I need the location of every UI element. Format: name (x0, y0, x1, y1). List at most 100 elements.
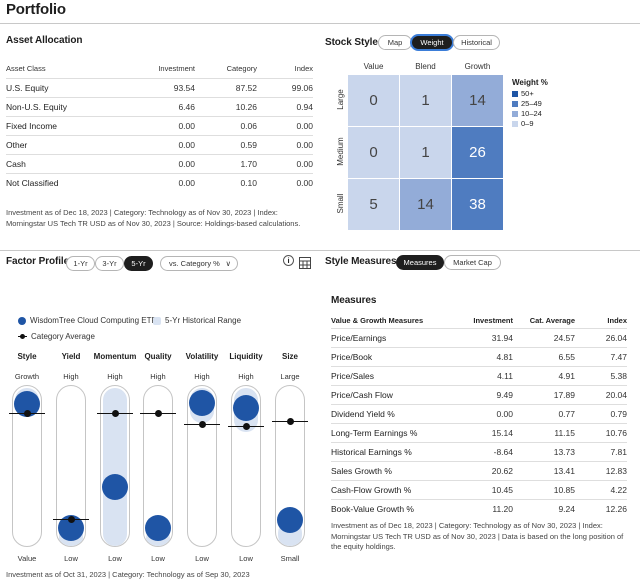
style-measures-title: Style Measures (325, 256, 397, 267)
stock-style-title: Stock Style (325, 37, 378, 48)
asset-class-cell: Other (6, 134, 126, 154)
measure-name-cell: Price/Sales (331, 365, 461, 385)
measure-value-cell: 4.11 (461, 365, 513, 385)
measure-name-cell: Historical Earnings % (331, 441, 461, 461)
measure-name-cell: Book-Value Growth % (331, 498, 461, 518)
asset-allocation-note: Investment as of Dec 18, 2023 | Category… (6, 208, 301, 228)
style-box-cell: 26 (452, 127, 503, 178)
weight-legend-label: 50+ (521, 89, 534, 98)
measure-value-cell: 15.14 (461, 422, 513, 442)
range-swatch-icon (153, 316, 161, 325)
factor-label: Quality (144, 352, 172, 361)
value-cell: 0.00 (126, 134, 195, 154)
factor-bottom-label: Low (239, 554, 253, 563)
mid-divider (0, 250, 640, 251)
value-cell: 0.94 (257, 96, 313, 116)
compare-select[interactable]: vs. Category % ∨ (160, 256, 238, 271)
measure-value-cell: 7.81 (575, 441, 627, 461)
style-box-cell: 5 (348, 179, 399, 230)
factor-top-label: Large (280, 372, 300, 381)
weight-legend-title: Weight % (512, 78, 548, 87)
measure-value-cell: 10.85 (513, 479, 575, 499)
style-row-header: Medium (336, 137, 345, 166)
category-average-marker (286, 418, 294, 426)
asset-class-cell: Not Classified (6, 172, 126, 192)
measure-value-cell: 20.62 (461, 460, 513, 480)
period-3yr[interactable]: 3-Yr (95, 256, 124, 271)
measure-name-cell: Dividend Yield % (331, 403, 461, 423)
measure-name-cell: Long-Term Earnings % (331, 422, 461, 442)
m-col-index: Index (607, 315, 627, 325)
fp-legend-range: 5-Yr Historical Range (153, 316, 241, 325)
tab-market-cap[interactable]: Market Cap (444, 255, 501, 270)
legend-swatch (512, 121, 518, 128)
fp-legend-fund-label: WisdomTree Cloud Computing ETF (30, 316, 157, 325)
value-cell: 0.06 (195, 115, 257, 135)
table-row: Dividend Yield % 0.00 0.77 0.79 (331, 403, 627, 423)
fp-legend-fund: WisdomTree Cloud Computing ETF (18, 316, 156, 325)
factor-bottom-label: Small (280, 554, 300, 563)
table-view-icon[interactable] (299, 256, 311, 269)
measure-value-cell: 13.41 (513, 460, 575, 480)
factor-label: Momentum (93, 352, 137, 361)
measure-name-cell: Sales Growth % (331, 460, 461, 480)
style-col-header: Value (363, 62, 384, 71)
weight-legend-item: 10–24 (512, 109, 548, 119)
tab-weight[interactable]: Weight (410, 34, 454, 51)
value-cell: 1.70 (195, 153, 257, 173)
category-average-marker (111, 410, 119, 418)
table-row: Price/Earnings 31.94 24.57 26.04 (331, 327, 627, 347)
style-row-header: Small (336, 193, 345, 214)
factor-top-label: High (194, 372, 210, 381)
legend-swatch (512, 111, 518, 118)
factor-bottom-label: Low (64, 554, 78, 563)
table-row: Historical Earnings % -8.64 13.73 7.81 (331, 441, 627, 461)
value-cell: 0.00 (126, 172, 195, 192)
style-box-cell: 1 (400, 127, 451, 178)
fund-marker (277, 507, 303, 534)
m-col-measure: Value & Growth Measures (331, 315, 424, 325)
measure-value-cell: 20.04 (575, 384, 627, 404)
factor-label: Volatility (185, 352, 219, 361)
tab-measures[interactable]: Measures (396, 255, 444, 270)
measure-value-cell: 7.47 (575, 346, 627, 366)
period-1yr[interactable]: 1-Yr (66, 256, 95, 271)
factor-bottom-label: Low (108, 554, 122, 563)
info-icon[interactable]: i (283, 255, 294, 266)
factor-top-label: High (238, 372, 254, 381)
value-cell: 0.59 (195, 134, 257, 154)
factor-bottom-label: Low (151, 554, 165, 563)
factor-label: Size (281, 352, 298, 361)
measure-name-cell: Price/Book (331, 346, 461, 366)
factor-track (100, 385, 130, 547)
measure-value-cell: 4.91 (513, 365, 575, 385)
weight-legend-item: 0–9 (512, 119, 548, 129)
category-average-marker (67, 515, 75, 523)
measure-name-cell: Cash-Flow Growth % (331, 479, 461, 499)
category-average-marker (154, 410, 162, 418)
measure-value-cell: 6.55 (513, 346, 575, 366)
factor-label: Yield (61, 352, 81, 361)
weight-legend-item: 25–49 (512, 99, 548, 109)
tab-map[interactable]: Map (378, 35, 412, 50)
measure-value-cell: 10.45 (461, 479, 513, 499)
measure-value-cell: 9.49 (461, 384, 513, 404)
measure-name-cell: Price/Cash Flow (331, 384, 461, 404)
fund-marker (102, 474, 128, 501)
measures-table-title: Measures (331, 295, 377, 306)
measures-table-wrap: Value & Growth Measures Investment Cat. … (331, 313, 627, 518)
style-measures-note: Investment as of Dec 18, 2023 | Category… (331, 521, 624, 551)
table-row: Book-Value Growth % 11.20 9.24 12.26 (331, 498, 627, 518)
table-row: Fixed Income 0.00 0.06 0.00 (6, 115, 313, 135)
aa-col-category: Category (226, 64, 257, 74)
title-divider (0, 23, 640, 24)
measure-value-cell: -8.64 (461, 441, 513, 461)
period-5yr[interactable]: 5-Yr (124, 256, 153, 271)
table-row: Price/Cash Flow 9.49 17.89 20.04 (331, 384, 627, 404)
tab-historical[interactable]: Historical (453, 35, 500, 50)
measure-value-cell: 0.77 (513, 403, 575, 423)
chevron-down-icon: ∨ (225, 259, 232, 268)
measure-value-cell: 9.24 (513, 498, 575, 518)
table-row: Non-U.S. Equity 6.46 10.26 0.94 (6, 96, 313, 116)
value-cell: 0.10 (195, 172, 257, 192)
